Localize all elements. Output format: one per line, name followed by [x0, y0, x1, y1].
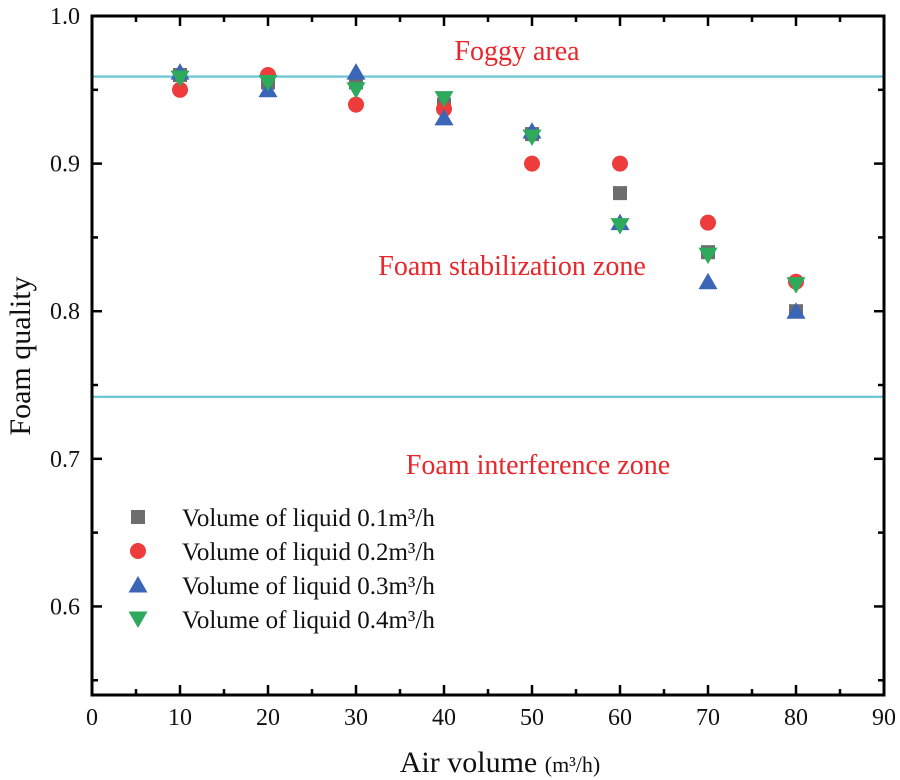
data-point: [346, 63, 366, 80]
axes: 0 10 20 30 40 50 60 70 80 90 0.6 0.7 0.8 0.9 1.0 Air vo…: [4, 4, 896, 779]
x-axis-label: Air volume (m³/h): [400, 746, 600, 779]
x-tick-label: 50: [520, 705, 544, 731]
x-tick-label: 10: [168, 705, 192, 731]
x-tick-label: 70: [696, 705, 720, 731]
zone-label: Foggy area: [454, 36, 580, 67]
legend-entry: Volume of liquid 0.1m³/h: [182, 505, 435, 532]
data-point: [346, 82, 366, 99]
y-tick-label: 0.7: [50, 447, 80, 473]
data-point: [786, 277, 806, 294]
x-axis-label-text: Air volume: [400, 746, 545, 779]
zone-label: Foam interference zone: [406, 450, 670, 481]
legend-entry: Volume of liquid 0.2m³/h: [182, 539, 435, 566]
x-tick-label: 40: [432, 705, 456, 731]
data-point: [434, 108, 454, 126]
data-point: [172, 81, 188, 98]
legend-marker: [128, 611, 148, 628]
data-point: [524, 155, 540, 172]
plot-area: [92, 16, 884, 695]
x-tick-label: 80: [784, 705, 808, 731]
legend-entry: Volume of liquid 0.3m³/h: [182, 573, 435, 600]
legend-marker: [128, 576, 148, 593]
y-axis-label: Foam quality: [4, 276, 37, 435]
data-point: [786, 302, 806, 319]
x-tick-label: 0: [86, 705, 98, 731]
data-point: [612, 155, 628, 172]
data-point: [700, 214, 716, 231]
plot-background: [92, 16, 884, 695]
data-point: [698, 272, 718, 290]
data-point: [434, 91, 454, 108]
data-points: [170, 63, 806, 319]
legend-entry: Volume of liquid 0.4m³/h: [182, 607, 435, 634]
x-tick-label: 90: [872, 705, 896, 731]
zone-layer: Foggy area Foam stabilization zone Foam in…: [92, 36, 884, 481]
zone-label: Foam stabilization zone: [378, 251, 646, 282]
x-tick-label: 30: [344, 705, 368, 731]
x-axis-unit: (m³/h): [545, 752, 600, 777]
y-tick-label: 0.6: [50, 594, 80, 620]
x-tick-label: 20: [256, 705, 280, 731]
y-tick-label: 0.8: [50, 299, 80, 325]
data-point: [613, 186, 627, 201]
data-point: [610, 218, 630, 235]
data-point: [170, 70, 190, 87]
legend: Volume of liquid 0.1m³/h Volume of liquid…: [128, 505, 435, 634]
x-tick-label: 60: [608, 705, 632, 731]
data-point: [522, 129, 542, 147]
data-point: [348, 96, 364, 113]
y-tick-label: 0.9: [50, 152, 80, 178]
data-point: [698, 247, 718, 265]
legend-marker: [131, 510, 145, 524]
legend-marker: [130, 543, 146, 559]
y-tick-label: 1.0: [50, 4, 80, 30]
data-point: [258, 74, 278, 92]
